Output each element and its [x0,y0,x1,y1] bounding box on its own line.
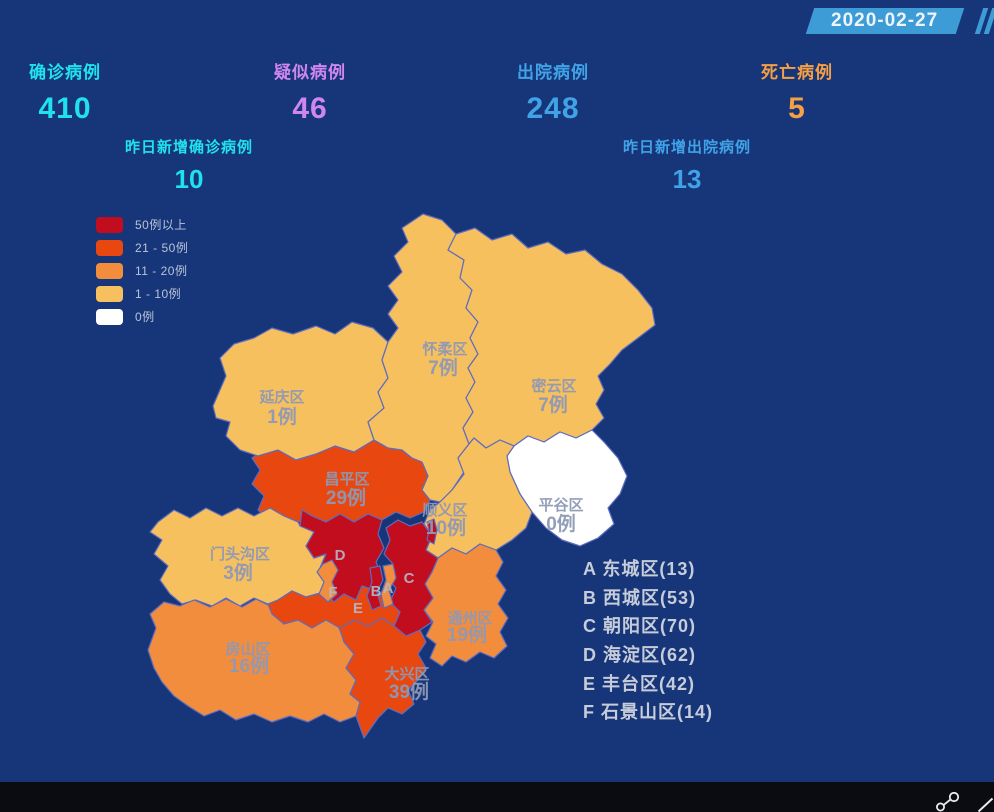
map-legend: 50例以上 21 - 50例 11 - 20例 1 - 10例 0例 [96,213,188,328]
district-marker-chaoyang: C [404,570,415,587]
list-item: D 海淀区(62) [583,645,697,666]
legend-label: 50例以上 [135,218,187,232]
legend-row: 1 - 10例 [96,282,188,305]
legend-row: 0例 [96,305,188,328]
stat-deaths: 死亡病例 5 [761,58,833,126]
stat-discharged: 出院病例 248 [517,58,589,126]
core-district-list: A 东城区(13) B 西城区(53) C 朝阳区(70) D 海淀区(62) … [583,554,713,726]
district-label-name: 大兴区 [384,665,429,683]
stat-deaths-value: 5 [788,92,806,125]
stat-discharged-value: 248 [526,92,580,125]
district-label-count: 7例 [538,393,568,416]
legend-label: 21 - 50例 [135,241,189,255]
date-badge-text: 2020-02-27 [831,10,939,31]
stat-suspected-value: 46 [292,92,328,125]
share-icon[interactable] [932,792,962,812]
legend-swatch [96,262,123,279]
district-label-count: 1例 [267,405,297,428]
legend-swatch [96,216,123,233]
district-xicheng[interactable] [366,565,384,611]
district-label-count: 29例 [326,486,366,509]
district-dongcheng[interactable] [380,563,397,609]
legend-row: 11 - 20例 [96,259,188,282]
legend-row: 21 - 50例 [96,236,188,259]
stat-new-confirmed: 昨日新增确诊病例 10 [125,136,253,195]
district-shijingshan[interactable] [316,559,339,603]
district-label-count: 19例 [447,623,487,646]
district-marker-shijingshan: F [328,584,337,601]
pen-line-icon[interactable] [978,797,994,812]
district-label-name: 平谷区 [538,497,583,514]
legend-label: 1 - 10例 [135,287,182,301]
legend-swatch [96,308,123,325]
legend-label: 11 - 20例 [135,264,188,278]
district-label-count: 3例 [223,561,253,584]
district-label-count: 39例 [389,680,429,703]
list-item: E 丰台区(42) [583,673,696,694]
stat-suspected-label: 疑似病例 [274,63,346,82]
district-label-name: 顺义区 [422,501,467,519]
stat-confirmed-label: 确诊病例 [29,63,101,82]
list-item: C 朝阳区(70) [583,616,697,637]
list-item: A 东城区(13) [583,559,696,580]
district-label-name: 房山区 [225,640,270,658]
district-label-name: 怀柔区 [422,340,467,358]
stat-new-confirmed-value: 10 [174,164,204,194]
district-label-count: 0例 [546,512,576,535]
stat-new-discharged-label: 昨日新增出院病例 [622,139,752,156]
legend-row: 50例以上 [96,213,188,236]
stat-new-discharged-value: 13 [672,164,702,194]
legend-swatch [96,239,123,256]
list-item: B 西城区(53) [583,587,697,608]
stat-suspected: 疑似病例 46 [274,58,346,126]
stat-new-discharged: 昨日新增出院病例 13 [623,136,751,195]
district-marker-dongcheng: A [383,580,394,597]
date-badge: 2020-02-27 [805,8,965,34]
district-label-name: 延庆区 [258,388,304,406]
stat-new-confirmed-label: 昨日新增确诊病例 [124,139,254,156]
district-label-count: 7例 [428,356,458,379]
district-marker-xicheng: B [371,583,382,600]
taskbar [0,782,994,812]
stat-confirmed-value: 410 [38,92,92,125]
district-marker-haidian: D [335,547,346,564]
legend-label: 0例 [135,310,155,324]
stat-discharged-label: 出院病例 [517,63,589,82]
district-label-name: 门头沟区 [210,545,270,563]
beijing-district-map: 延庆区 1例 怀柔区 7例 密云区 7例 平谷区 0例 顺义区 10例 昌平区 … [130,210,680,760]
district-label-count: 16例 [229,654,269,677]
district-label-name: 昌平区 [324,471,369,488]
list-item: F 石景山区(14) [583,702,714,723]
district-label-name: 通州区 [447,610,492,627]
district-label-count: 10例 [426,516,466,539]
legend-swatch [96,285,123,302]
district-chaoyang-exclave[interactable] [426,518,438,545]
stat-confirmed: 确诊病例 410 [29,58,101,126]
district-marker-fengtai: E [353,600,363,617]
district-label-name: 密云区 [531,377,576,395]
stat-deaths-label: 死亡病例 [761,63,833,82]
